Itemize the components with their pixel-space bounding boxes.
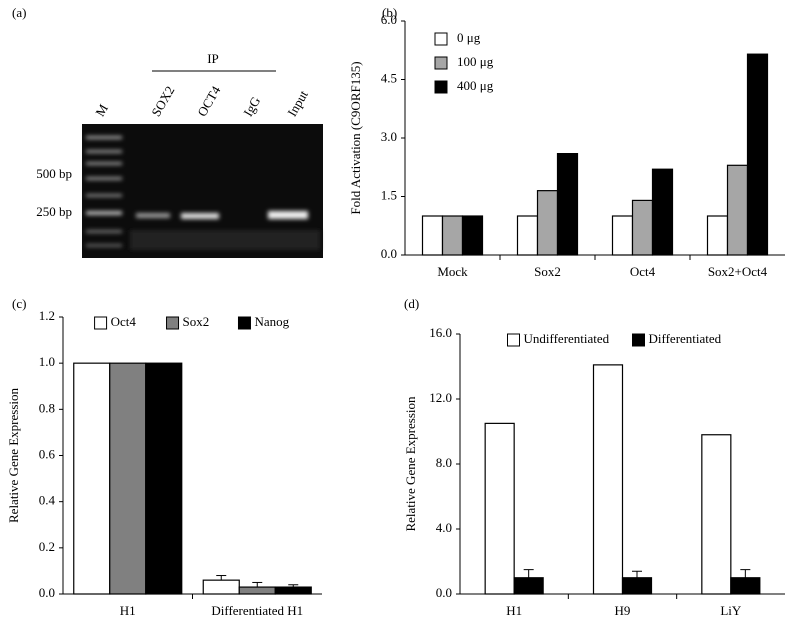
bar [274,586,312,595]
x-tick-label: Differentiated H1 [211,603,303,618]
legend-swatch [94,316,108,330]
y-tick-label: 0.6 [39,446,56,461]
legend-swatch [632,333,645,347]
bar [746,53,769,256]
bar [706,215,729,256]
bar [461,215,484,256]
bar [556,153,579,256]
bar [516,215,539,256]
y-tick-label: 4.5 [381,70,397,85]
legend-swatch [434,32,448,46]
bar [145,362,183,595]
x-tick-label: H9 [615,603,631,618]
x-tick-label: Oct4 [630,264,656,279]
y-tick-label: 0.4 [39,493,56,508]
bar [109,362,147,595]
y-tick-label: 6.0 [381,12,397,27]
y-tick-label: 4.0 [436,520,452,535]
marker-label: 500 bp [36,166,72,181]
y-tick-label: 0.0 [381,246,397,261]
y-tick-label: 3.0 [381,129,397,144]
y-axis-label: Relative Gene Expression [403,396,418,532]
y-tick-label: 1.2 [39,308,55,323]
lane-label: IgG [240,94,263,119]
y-axis-label: Fold Activation (C9ORF135) [348,61,363,214]
bar [484,422,515,595]
marker-label: 250 bp [36,204,72,219]
bar [730,577,761,595]
x-tick-label: Sox2+Oct4 [708,264,768,279]
legend-label: Undifferentiated [524,331,610,346]
panel-label: (d) [404,296,419,311]
y-tick-label: 8.0 [436,455,452,470]
bar [536,190,559,256]
y-tick-label: 12.0 [429,390,452,405]
y-tick-label: 0.8 [39,400,55,415]
x-tick-label: Mock [437,264,468,279]
bar [441,215,464,256]
bar [202,579,240,595]
bar [701,434,732,595]
legend-label: Sox2 [183,314,210,329]
legend-label: Differentiated [649,331,722,346]
x-tick-label: H1 [506,603,522,618]
bar [513,577,544,595]
lane-label: SOX2 [148,83,177,119]
legend-swatch [166,316,180,330]
x-tick-label: LiY [720,603,742,618]
bar [631,199,654,256]
panel-label: (c) [12,296,26,311]
x-tick-label: H1 [120,603,136,618]
legend-label: 0 μg [457,30,481,45]
legend-label: 400 μg [457,78,494,93]
bar [238,586,276,595]
bar [621,577,653,595]
bar [651,168,674,256]
bar [611,215,634,256]
y-tick-label: 16.0 [429,325,452,340]
legend-swatch [507,333,520,347]
y-tick-label: 1.0 [39,354,55,369]
legend-label: 100 μg [457,54,494,69]
bar [421,215,444,256]
legend-swatch [237,316,251,330]
legend-label: Oct4 [111,314,137,329]
y-axis-label: Relative Gene Expression [6,387,21,523]
x-tick-label: Sox2 [534,264,561,279]
y-tick-label: 0.0 [39,585,55,600]
y-tick-label: 1.5 [381,187,397,202]
lane-label: OCT4 [194,83,223,119]
legend-swatch [434,56,448,70]
panel-label: (a) [12,5,26,20]
y-tick-label: 0.2 [39,539,55,554]
legend-label: Nanog [254,314,289,329]
lane-label: Input [284,87,311,119]
lane-label: M [92,101,111,119]
legend-swatch [434,80,448,94]
gel-bands [86,136,320,250]
bar [592,364,624,595]
group-label: IP [207,51,219,66]
bar [73,362,111,595]
panel-label: (b) [382,5,397,20]
y-tick-label: 0.0 [436,585,452,600]
bar [726,164,749,256]
